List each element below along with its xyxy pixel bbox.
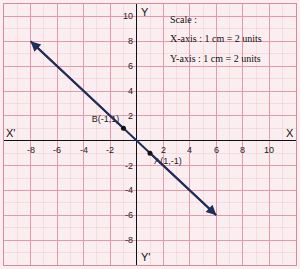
svg-text:10: 10 (264, 145, 274, 155)
svg-text:A(1,-1): A(1,-1) (154, 156, 182, 166)
svg-text:4: 4 (128, 86, 133, 96)
svg-text:6: 6 (128, 61, 133, 71)
svg-text:X: X (286, 127, 294, 139)
svg-text:Y': Y' (141, 251, 150, 263)
svg-text:-8: -8 (125, 235, 133, 245)
svg-text:-2: -2 (106, 145, 114, 155)
svg-text:X-axis : 1 cm = 2 units: X-axis : 1 cm = 2 units (170, 33, 262, 44)
svg-text:Y-axis : 1 cm = 2 units: Y-axis : 1 cm = 2 units (170, 53, 261, 64)
svg-text:-6: -6 (53, 145, 61, 155)
svg-text:-2: -2 (125, 161, 133, 171)
svg-text:-6: -6 (125, 210, 133, 220)
svg-text:-4: -4 (80, 145, 88, 155)
svg-text:2: 2 (161, 145, 166, 155)
svg-text:-8: -8 (27, 145, 35, 155)
svg-text:Y: Y (141, 6, 149, 18)
svg-text:6: 6 (214, 145, 219, 155)
svg-text:8: 8 (240, 145, 245, 155)
svg-text:4: 4 (187, 145, 192, 155)
svg-text:10: 10 (123, 11, 133, 21)
svg-text:Scale :: Scale : (170, 14, 197, 25)
svg-text:8: 8 (128, 36, 133, 46)
svg-text:X': X' (6, 127, 15, 139)
svg-text:B(-1,1): B(-1,1) (92, 114, 120, 124)
svg-text:-4: -4 (125, 185, 133, 195)
svg-text:2: 2 (128, 111, 133, 121)
